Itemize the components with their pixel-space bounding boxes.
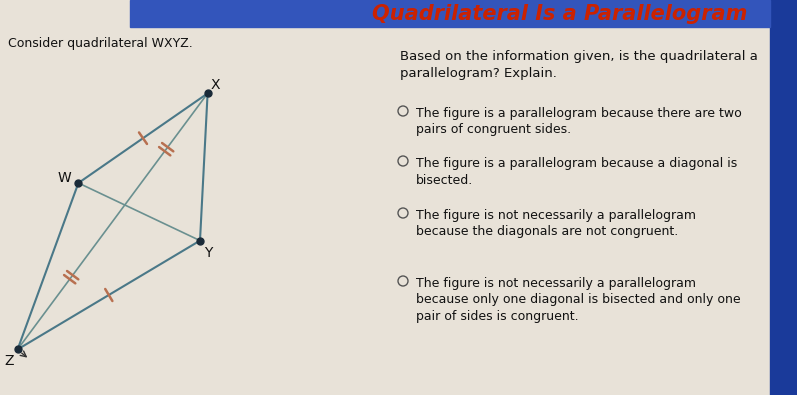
- Text: The figure is not necessarily a parallelogram
because only one diagonal is bisec: The figure is not necessarily a parallel…: [416, 277, 740, 323]
- Text: Consider quadrilateral WXYZ.: Consider quadrilateral WXYZ.: [8, 37, 193, 50]
- Text: The figure is a parallelogram because a diagonal is
bisected.: The figure is a parallelogram because a …: [416, 157, 737, 186]
- Text: Quadrilateral Is a Parallelogram: Quadrilateral Is a Parallelogram: [372, 4, 748, 24]
- Text: The figure is a parallelogram because there are two
pairs of congruent sides.: The figure is a parallelogram because th…: [416, 107, 742, 137]
- Text: Based on the information given, is the quadrilateral a
parallelogram? Explain.: Based on the information given, is the q…: [400, 50, 758, 80]
- Text: The figure is not necessarily a parallelogram
because the diagonals are not cong: The figure is not necessarily a parallel…: [416, 209, 696, 239]
- Bar: [770, 0, 797, 395]
- Text: Y: Y: [204, 246, 212, 260]
- Text: X: X: [211, 78, 220, 92]
- Bar: [130, 0, 770, 27]
- Text: Z: Z: [5, 354, 14, 369]
- Text: W: W: [57, 171, 71, 185]
